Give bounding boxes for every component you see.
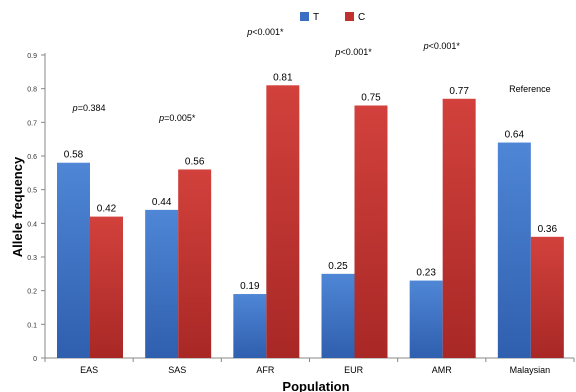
y-tick-label: 0: [33, 356, 37, 363]
bar-C-eur: [354, 105, 388, 358]
y-tick-label: 0.4: [27, 221, 37, 228]
legend-swatch-T: [300, 12, 309, 21]
y-tick-label: 0.3: [27, 255, 37, 262]
x-tick-label: AFR: [256, 365, 275, 375]
bar-T-malaysian: [497, 142, 531, 358]
bar-T-eas: [57, 162, 90, 358]
y-tick-label: 0.6: [27, 154, 37, 161]
annotation-malaysian: Reference: [509, 84, 551, 94]
bar-value-label: 0.19: [240, 281, 260, 292]
y-tick-label: 0.9: [27, 53, 37, 60]
bar-C-sas: [178, 169, 212, 358]
legend-label-C: C: [358, 12, 365, 23]
annotations: p=0.384 p=0.005* p<0.001* p<0.001* p<0.001* R…: [72, 27, 551, 123]
legend-swatch-C: [345, 12, 354, 21]
bar-value-label: 0.64: [505, 130, 525, 141]
annotation-eur: p<0.001*: [334, 47, 372, 57]
bar-value-label: 0.42: [97, 204, 117, 215]
bar-value-label: 0.44: [152, 197, 172, 208]
y-axis-title: Allele frequency: [10, 156, 25, 257]
x-tick-label: EAS: [80, 365, 98, 375]
x-tick-label: EUR: [344, 365, 364, 375]
value-labels: 0.58 0.44 0.19 0.25 0.23 0.64 0.42 0.56 0.81 0.75…: [64, 72, 558, 292]
x-tick-label: SAS: [168, 365, 186, 375]
y-tick-label: 0.1: [27, 322, 37, 329]
y-tick-label: 0.5: [27, 188, 37, 195]
bar-T-amr: [409, 280, 443, 358]
bar-value-label: 0.58: [64, 150, 84, 161]
y-tick-label: 0.2: [27, 289, 37, 296]
x-tick-label: Malaysian: [510, 365, 551, 375]
bar-T-afr: [233, 294, 267, 358]
bar-value-label: 0.75: [361, 93, 381, 104]
bar-C-eas: [90, 216, 123, 358]
y-axis: 0 0.1 0.2 0.3 0.4 0.5 0.6 0.7 0.8 0.9: [27, 53, 46, 363]
legend-label-T: T: [313, 12, 319, 23]
bar-value-label: 0.25: [328, 261, 348, 272]
annotation-sas: p=0.005*: [158, 113, 196, 123]
x-axis-title: Population: [282, 379, 349, 392]
bar-C-afr: [266, 85, 300, 359]
x-tick-label: AMR: [432, 365, 453, 375]
y-tick-label: 0.8: [27, 87, 37, 94]
x-axis: EAS SAS AFR EUR AMR Malaysian: [44, 357, 575, 375]
annotation-amr: p<0.001*: [423, 41, 461, 51]
bar-value-label: 0.81: [273, 72, 293, 83]
annotation-afr: p<0.001*: [246, 27, 284, 37]
bars: [57, 85, 564, 359]
bar-T-eur: [321, 273, 355, 358]
bar-value-label: 0.36: [538, 224, 558, 235]
bar-T-sas: [145, 209, 179, 358]
annotation-eas: p=0.384: [72, 103, 106, 113]
bar-C-amr: [442, 98, 476, 359]
bar-C-malaysian: [530, 236, 564, 358]
y-tick-label: 0.7: [27, 120, 37, 127]
bar-value-label: 0.77: [449, 86, 469, 97]
bar-value-label: 0.23: [416, 268, 436, 279]
bar-value-label: 0.56: [185, 156, 205, 167]
